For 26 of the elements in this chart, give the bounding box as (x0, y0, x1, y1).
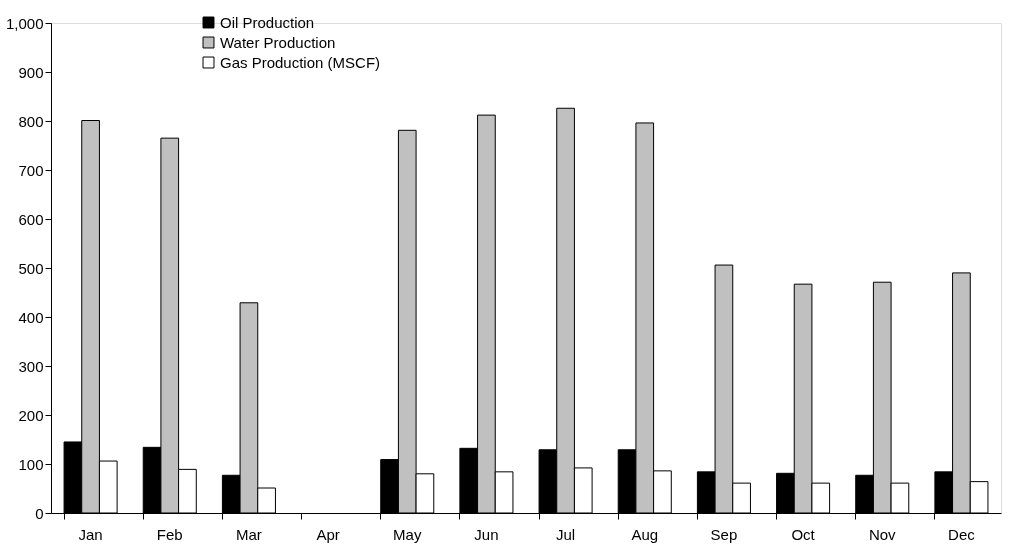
y-tick-label: 0 (35, 504, 44, 522)
y-tick-label: 600 (18, 210, 44, 228)
y-tick-label: 1,000 (5, 14, 44, 32)
legend-label: Oil Production (220, 13, 315, 31)
y-tick-label: 200 (18, 406, 44, 424)
y-tick-label: 700 (18, 161, 44, 179)
y-tick-label: 400 (18, 308, 44, 326)
x-tick-label: Dec (948, 525, 976, 543)
x-tick-label: Aug (631, 525, 659, 543)
legend-label: Water Production (220, 33, 336, 51)
y-tick-label: 900 (18, 63, 44, 81)
x-tick-label: Oct (791, 525, 816, 543)
y-tick-label: 500 (18, 259, 44, 277)
x-tick-label: Apr (316, 525, 340, 543)
x-tick-label: Sep (710, 525, 738, 543)
y-tick-label: 100 (18, 455, 44, 473)
x-tick-label: Jul (555, 525, 576, 543)
legend-label: Gas Production (MSCF) (220, 53, 381, 71)
x-tick-label: Mar (235, 525, 262, 543)
y-tick-label: 300 (18, 357, 44, 375)
x-tick-label: Feb (156, 525, 183, 543)
x-tick-label: Jun (474, 525, 499, 543)
x-tick-label: Jan (78, 525, 103, 543)
x-tick-label: Nov (868, 525, 897, 543)
y-tick-label: 800 (18, 112, 44, 130)
x-tick-label: May (393, 525, 422, 543)
